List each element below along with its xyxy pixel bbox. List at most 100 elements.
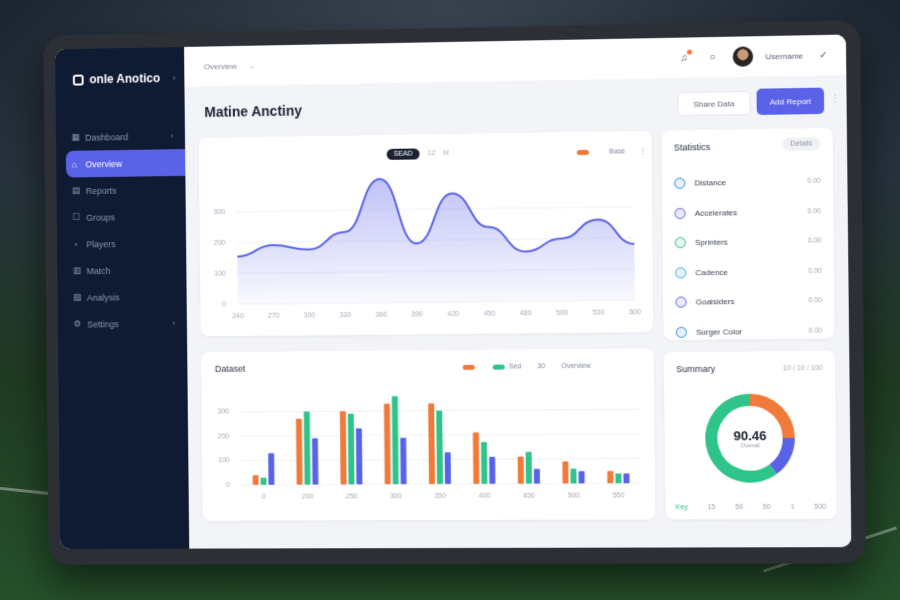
list-item-value: 0.00	[808, 327, 823, 335]
list-item[interactable]: Sprinters 0.00	[674, 226, 822, 258]
breadcrumb-chevron-icon: ⌄	[248, 61, 256, 71]
list-item[interactable]: Distance 0.00	[674, 167, 821, 199]
chart-icon: ▧	[73, 291, 82, 302]
sidebar-item-label: Settings	[87, 318, 119, 329]
statistics-card: Statistics Details Distance 0.00 Accelerat…	[661, 127, 835, 341]
share-data-button[interactable]: Share Data	[677, 90, 751, 117]
bar-sed	[383, 403, 391, 485]
card-title: Statistics	[673, 141, 711, 153]
stat-icon	[675, 326, 687, 338]
bar-overview	[444, 452, 451, 485]
donut-value: 90.46	[733, 428, 767, 444]
x-tick-label: 0	[262, 494, 266, 501]
list-item-value: 0.00	[807, 267, 822, 275]
y-tick-label: 200	[218, 433, 230, 440]
sidebar-item-label: Groups	[85, 211, 115, 223]
sidebar-item-groups[interactable]: ☐ Groups	[57, 203, 186, 231]
x-tick-label: 550	[613, 492, 625, 499]
bar-sed	[472, 431, 479, 484]
bar-overview	[623, 473, 630, 484]
chevron-right-icon: ›	[170, 131, 174, 141]
bar-30	[570, 468, 577, 484]
bar-overview	[533, 468, 540, 484]
bar-30	[347, 413, 355, 485]
donut-center: 90.46 Overall	[665, 428, 836, 450]
details-pill[interactable]: Details	[782, 137, 821, 151]
x-tick-label: 500	[568, 492, 580, 499]
chevron-right-icon: ›	[172, 318, 176, 328]
area-chart: 0 100 200 300 240 270 300 330 360 390 420 450 480 500…	[214, 131, 641, 320]
y-tick-label: 300	[214, 209, 226, 216]
x-tick-label: 450	[484, 311, 496, 318]
sidebar-item-label: Players	[86, 238, 116, 249]
donut-footer-label: 15	[707, 504, 716, 512]
sidebar-item-match[interactable]: ▥ Match	[57, 256, 186, 284]
donut-footer-label: 500	[814, 503, 827, 511]
list-item-value: 0.00	[807, 237, 822, 245]
x-tick-label: 360	[375, 312, 387, 319]
sidebar-item-players[interactable]: ◔ Players	[57, 229, 186, 257]
y-tick-label: 300	[218, 409, 230, 416]
gear-icon: ⚙	[73, 318, 82, 329]
y-tick-label: 0	[226, 482, 230, 489]
donut-footer-label: 50	[735, 503, 744, 512]
sidebar-item-analysis[interactable]: ▧ Analysis	[57, 283, 186, 311]
x-tick-label: 500	[556, 310, 568, 317]
bell-icon[interactable]: ♫	[676, 49, 693, 66]
x-tick-label: 250	[346, 493, 358, 500]
avatar[interactable]	[732, 46, 754, 67]
sidebar-item-reports[interactable]: ▤ Reports	[56, 176, 185, 205]
stat-icon	[675, 296, 687, 308]
list-item-label: Sprinters	[695, 237, 728, 248]
settings-icon[interactable]: ○	[709, 51, 716, 63]
bar-sed	[517, 456, 524, 484]
x-tick-label: 330	[339, 312, 351, 319]
add-report-button[interactable]: Add Report	[756, 87, 825, 115]
donut-label: Overall	[740, 443, 760, 450]
stat-icon	[675, 267, 687, 279]
donut-footer-label: 50	[762, 503, 771, 511]
brand-logo[interactable]: onle Anotico	[55, 47, 184, 87]
list-item-label: Distance	[694, 178, 727, 188]
sidebar-item-label: Overview	[85, 158, 123, 169]
grid-icon: ▦	[71, 131, 80, 142]
stat-icon	[674, 237, 687, 249]
chevron-right-icon[interactable]: ›	[172, 72, 176, 83]
sidebar-item-overview[interactable]: ⌂ Overview	[65, 149, 186, 178]
list-item[interactable]: Cadence 0.00	[675, 256, 822, 287]
list-item[interactable]: Surger Color 0.00	[675, 316, 823, 347]
bar-30	[480, 441, 487, 484]
sidebar-item-label: Analysis	[86, 292, 120, 303]
sidebar-item-dashboard[interactable]: ▦ Dashboard ›	[56, 122, 185, 151]
x-tick-label: 300	[304, 312, 316, 319]
main-area: Overview ⌄ ♫ ○ Username ✓ Matine Anctiny…	[184, 34, 852, 549]
list-item[interactable]: Goalsiders 0.00	[675, 286, 822, 317]
more-icon[interactable]: ⋮	[830, 93, 841, 105]
users-icon: ☐	[72, 211, 81, 222]
x-tick-label: 400	[479, 493, 491, 500]
breadcrumb[interactable]: Overview	[203, 61, 237, 71]
list-item[interactable]: Accelerates 0.00	[674, 196, 821, 228]
list-item-value: 0.00	[807, 207, 822, 216]
x-tick-label: 600	[629, 309, 641, 316]
bar-sed	[562, 461, 569, 484]
bar-sed	[607, 470, 614, 484]
bar-chart-card: Dataset Sed 30 Overview 0 100 200 300 0 200 25…	[200, 348, 656, 521]
tablet-device: onle Anotico › ▦ Dashboard › ⌂ Overview ▤ Repo…	[43, 20, 866, 565]
donut-footer-label: 1	[790, 503, 795, 511]
y-tick-label: 100	[218, 458, 230, 465]
bar-sed	[252, 475, 259, 485]
calendar-icon: ▥	[72, 265, 82, 276]
x-tick-label: 480	[520, 310, 532, 317]
x-tick-label: 450	[523, 493, 535, 500]
chevron-down-icon[interactable]: ✓	[819, 49, 828, 61]
sidebar-item-label: Reports	[85, 185, 117, 196]
bar-overview	[268, 453, 275, 485]
dashboard-screen: onle Anotico › ▦ Dashboard › ⌂ Overview ▤ Repo…	[55, 34, 852, 549]
sidebar-item-settings[interactable]: ⚙ Settings ›	[58, 310, 187, 338]
y-tick-label: 100	[214, 271, 226, 278]
bar-30	[436, 410, 444, 485]
bar-overview	[311, 438, 319, 485]
user-name[interactable]: Username	[765, 51, 804, 61]
brand-name: onle Anotico	[89, 71, 161, 87]
